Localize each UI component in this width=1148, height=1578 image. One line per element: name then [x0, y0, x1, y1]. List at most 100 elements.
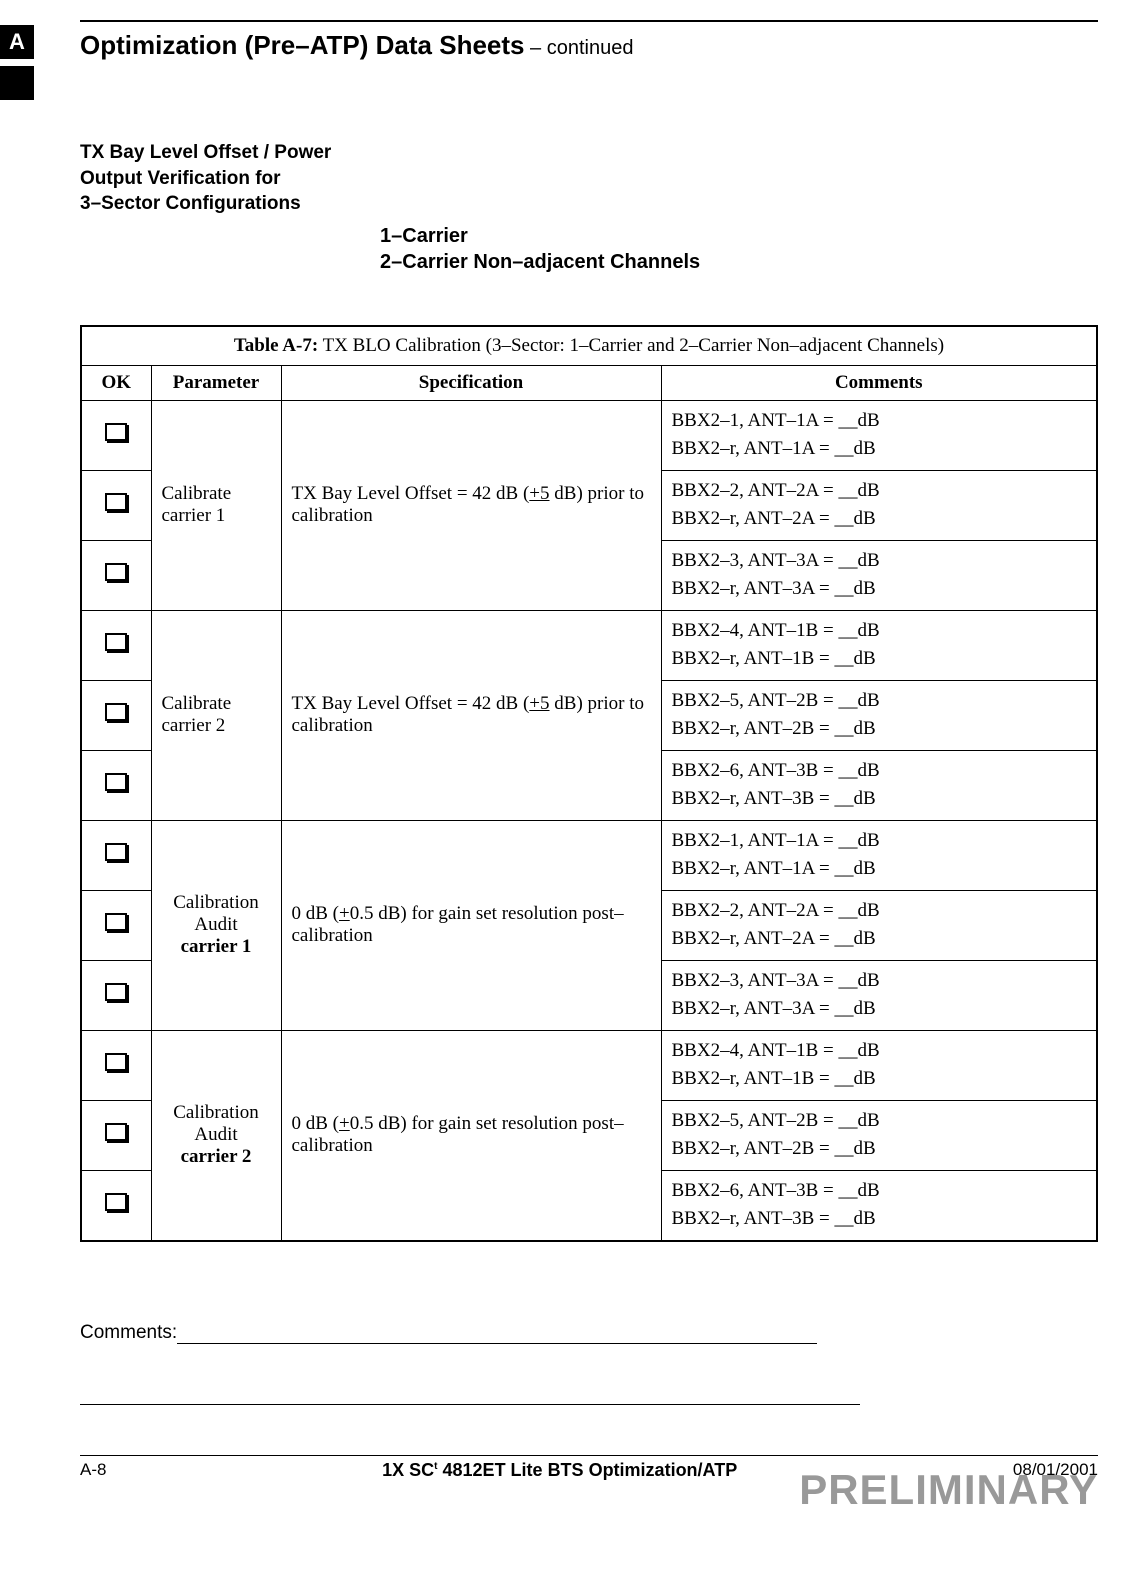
comment-cell: BBX2–1, ANT–1A = __dB BBX2–r, ANT–1A = _… — [661, 400, 1097, 470]
checkbox-cell — [81, 540, 151, 610]
comment-line: BBX2–2, ANT–2A = __dB — [672, 480, 880, 501]
specification-cell: 0 dB (+0.5 dB) for gain set resolution p… — [281, 1030, 661, 1241]
sub-heading: 1–Carrier 2–Carrier Non–adjacent Channel… — [380, 223, 1098, 275]
comment-line: BBX2–r, ANT–3B = __dB — [672, 1208, 876, 1229]
appendix-tab: A — [0, 25, 34, 59]
table-caption-text: TX BLO Calibration (3–Sector: 1–Carrier … — [318, 335, 944, 356]
comment-cell: BBX2–3, ANT–3A = __dB BBX2–r, ANT–3A = _… — [661, 960, 1097, 1030]
comment-cell: BBX2–4, ANT–1B = __dB BBX2–r, ANT–1B = _… — [661, 610, 1097, 680]
checkbox-icon[interactable] — [105, 1193, 127, 1211]
checkbox-icon[interactable] — [105, 1053, 127, 1071]
param-line-bold: carrier 2 — [181, 1146, 252, 1167]
param-line: Audit — [194, 914, 237, 935]
comment-line: BBX2–r, ANT–2A = __dB — [672, 928, 876, 949]
section-heading: TX Bay Level Offset / Power Output Verif… — [80, 140, 1098, 217]
checkbox-cell — [81, 890, 151, 960]
checkbox-icon[interactable] — [105, 563, 127, 581]
comments-field: Comments: — [80, 1322, 1098, 1344]
spec-prefix: 0 dB ( — [292, 1113, 340, 1134]
checkbox-icon[interactable] — [105, 913, 127, 931]
comments-underline[interactable] — [177, 1323, 817, 1344]
comment-line: BBX2–6, ANT–3B = __dB — [672, 760, 880, 781]
checkbox-cell — [81, 960, 151, 1030]
parameter-cell: Calibration Audit carrier 1 — [151, 820, 281, 1030]
parameter-cell: Calibration Audit carrier 2 — [151, 1030, 281, 1241]
checkbox-icon[interactable] — [105, 493, 127, 511]
comment-line: BBX2–6, ANT–3B = __dB — [672, 1180, 880, 1201]
checkbox-icon[interactable] — [105, 1123, 127, 1141]
checkbox-cell — [81, 820, 151, 890]
checkbox-icon[interactable] — [105, 773, 127, 791]
comment-cell: BBX2–6, ANT–3B = __dB BBX2–r, ANT–3B = _… — [661, 750, 1097, 820]
param-line: Calibration — [173, 892, 258, 913]
checkbox-icon[interactable] — [105, 703, 127, 721]
comment-cell: BBX2–1, ANT–1A = __dB BBX2–r, ANT–1A = _… — [661, 820, 1097, 890]
comment-line: BBX2–4, ANT–1B = __dB — [672, 1040, 880, 1061]
comment-line: BBX2–r, ANT–1B = __dB — [672, 1068, 876, 1089]
spec-tol: +5 — [529, 693, 549, 714]
comment-line: BBX2–r, ANT–3B = __dB — [672, 788, 876, 809]
comment-line: BBX2–r, ANT–2B = __dB — [672, 718, 876, 739]
footer-tm: t — [434, 1461, 437, 1472]
comment-line: BBX2–5, ANT–2B = __dB — [672, 690, 880, 711]
spec-tol: + — [339, 1113, 350, 1134]
param-line-bold: carrier 1 — [181, 936, 252, 957]
section-heading-line3: 3–Sector Configurations — [80, 193, 301, 214]
param-line: Audit — [194, 1124, 237, 1145]
section-heading-line1: TX Bay Level Offset / Power — [80, 142, 331, 163]
blank-underline[interactable] — [80, 1404, 860, 1405]
page-title-suffix: – continued — [525, 37, 634, 59]
spec-prefix: 0 dB ( — [292, 903, 340, 924]
comment-cell: BBX2–3, ANT–3A = __dB BBX2–r, ANT–3A = _… — [661, 540, 1097, 610]
comment-line: BBX2–5, ANT–2B = __dB — [672, 1110, 880, 1131]
checkbox-icon[interactable] — [105, 843, 127, 861]
comment-line: BBX2–r, ANT–1A = __dB — [672, 438, 876, 459]
page-title-main: Optimization (Pre–ATP) Data Sheets — [80, 30, 525, 60]
comments-label: Comments: — [80, 1322, 177, 1343]
section-heading-line2: Output Verification for — [80, 168, 281, 189]
checkbox-cell — [81, 750, 151, 820]
comment-line: BBX2–4, ANT–1B = __dB — [672, 620, 880, 641]
comment-line: BBX2–1, ANT–1A = __dB — [672, 410, 880, 431]
comment-cell: BBX2–6, ANT–3B = __dB BBX2–r, ANT–3B = _… — [661, 1170, 1097, 1241]
comment-cell: BBX2–2, ANT–2A = __dB BBX2–r, ANT–2A = _… — [661, 890, 1097, 960]
specification-cell: TX Bay Level Offset = 42 dB (+5 dB) prio… — [281, 400, 661, 610]
page-title: Optimization (Pre–ATP) Data Sheets – con… — [80, 30, 633, 61]
sub-heading-line1: 1–Carrier — [380, 225, 468, 247]
param-line: Calibration — [173, 1102, 258, 1123]
comment-cell: BBX2–4, ANT–1B = __dB BBX2–r, ANT–1B = _… — [661, 1030, 1097, 1100]
checkbox-cell — [81, 680, 151, 750]
footer-center-prefix: 1X SC — [382, 1460, 434, 1480]
watermark-preliminary: PRELIMINARY — [799, 1466, 1098, 1514]
spec-prefix: TX Bay Level Offset = 42 dB ( — [292, 483, 530, 504]
col-header-specification: Specification — [281, 365, 661, 400]
specification-cell: 0 dB (+0.5 dB) for gain set resolution p… — [281, 820, 661, 1030]
col-header-parameter: Parameter — [151, 365, 281, 400]
comment-cell: BBX2–2, ANT–2A = __dB BBX2–r, ANT–2A = _… — [661, 470, 1097, 540]
comment-line: BBX2–r, ANT–3A = __dB — [672, 578, 876, 599]
comment-line: BBX2–r, ANT–1B = __dB — [672, 648, 876, 669]
comment-line: BBX2–r, ANT–1A = __dB — [672, 858, 876, 879]
comment-line: BBX2–r, ANT–2A = __dB — [672, 508, 876, 529]
checkbox-icon[interactable] — [105, 423, 127, 441]
parameter-cell: Calibrate carrier 2 — [151, 610, 281, 820]
table-caption-label: Table A-7: — [234, 335, 318, 356]
checkbox-cell — [81, 1170, 151, 1241]
black-square — [0, 66, 34, 100]
spec-tol: + — [339, 903, 350, 924]
checkbox-cell — [81, 400, 151, 470]
checkbox-cell — [81, 1030, 151, 1100]
comment-line: BBX2–r, ANT–3A = __dB — [672, 998, 876, 1019]
calibration-table: Table A-7: TX BLO Calibration (3–Sector:… — [80, 325, 1098, 1242]
checkbox-cell — [81, 1100, 151, 1170]
comment-line: BBX2–3, ANT–3A = __dB — [672, 970, 880, 991]
checkbox-icon[interactable] — [105, 633, 127, 651]
page-number: A-8 — [80, 1460, 106, 1480]
checkbox-cell — [81, 470, 151, 540]
table-caption: Table A-7: TX BLO Calibration (3–Sector:… — [81, 326, 1097, 366]
spec-prefix: TX Bay Level Offset = 42 dB ( — [292, 693, 530, 714]
checkbox-icon[interactable] — [105, 983, 127, 1001]
col-header-ok: OK — [81, 365, 151, 400]
col-header-comments: Comments — [661, 365, 1097, 400]
parameter-cell: Calibrate carrier 1 — [151, 400, 281, 610]
